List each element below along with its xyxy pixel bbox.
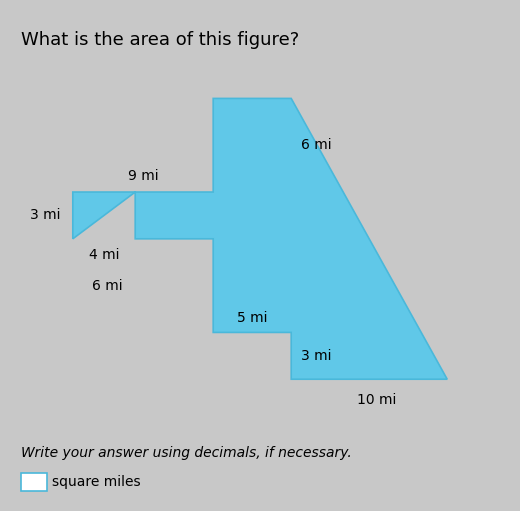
Text: 5 mi: 5 mi bbox=[237, 311, 267, 324]
Text: 3 mi: 3 mi bbox=[30, 208, 60, 222]
Text: 10 mi: 10 mi bbox=[357, 393, 397, 407]
Polygon shape bbox=[73, 99, 447, 379]
Text: square miles: square miles bbox=[52, 475, 140, 489]
Text: 6 mi: 6 mi bbox=[301, 138, 331, 152]
Text: 6 mi: 6 mi bbox=[92, 278, 123, 293]
Text: 4 mi: 4 mi bbox=[89, 248, 119, 262]
Text: What is the area of this figure?: What is the area of this figure? bbox=[21, 31, 299, 49]
Text: Write your answer using decimals, if necessary.: Write your answer using decimals, if nec… bbox=[21, 446, 352, 460]
Text: 3 mi: 3 mi bbox=[301, 349, 331, 363]
Text: 9 mi: 9 mi bbox=[128, 169, 158, 182]
